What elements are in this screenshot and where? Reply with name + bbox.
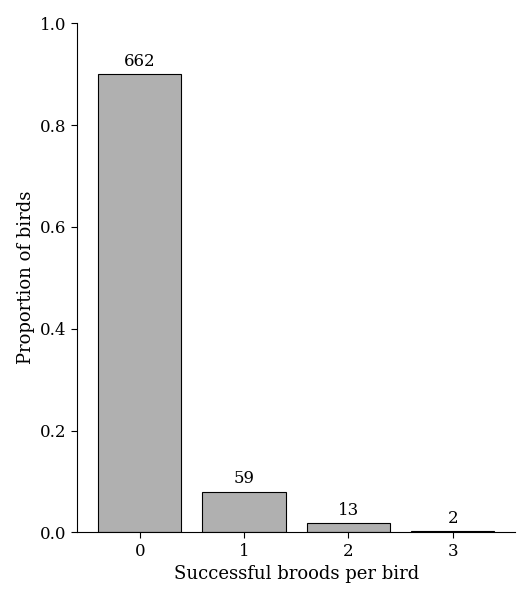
Bar bbox=[306, 523, 390, 532]
Y-axis label: Proportion of birds: Proportion of birds bbox=[16, 191, 35, 364]
Text: 2: 2 bbox=[447, 510, 458, 527]
Bar bbox=[98, 74, 181, 532]
Bar bbox=[202, 491, 286, 532]
Bar bbox=[411, 531, 494, 532]
Text: 59: 59 bbox=[234, 470, 255, 487]
Text: 13: 13 bbox=[338, 502, 359, 519]
Text: 662: 662 bbox=[124, 53, 155, 70]
X-axis label: Successful broods per bird: Successful broods per bird bbox=[173, 565, 419, 583]
